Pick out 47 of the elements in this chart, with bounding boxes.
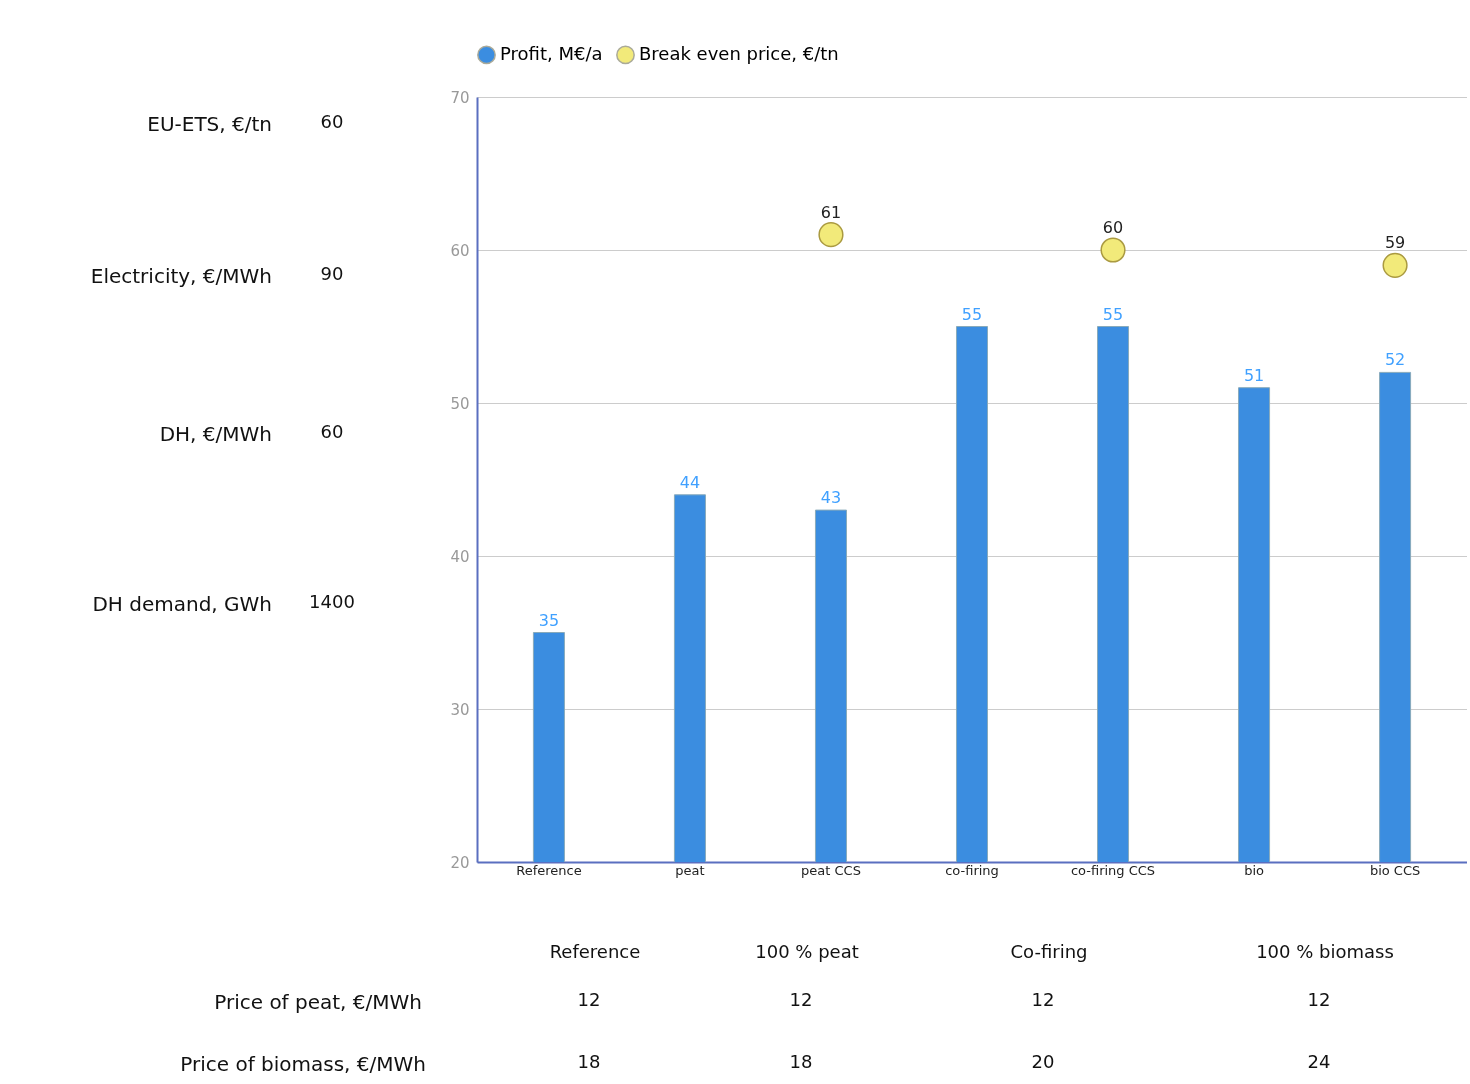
data-label: 59 xyxy=(1384,233,1406,253)
y-tick-label: 60 xyxy=(450,241,470,260)
data-label: 55 xyxy=(1102,304,1124,324)
data-label: 51 xyxy=(1243,365,1265,385)
x-tick-label: co-firing xyxy=(945,862,999,878)
text: 12 xyxy=(1307,989,1331,1010)
text: 12 xyxy=(577,989,601,1010)
y-tick-label: 50 xyxy=(450,394,470,413)
legend-label: Profit, M€/a xyxy=(500,42,603,64)
x-tick-label: peat CCS xyxy=(801,862,861,878)
text: 12 xyxy=(789,989,813,1010)
y-tick-label: 70 xyxy=(450,88,470,107)
text: 18 xyxy=(789,1051,813,1072)
text: 100 % biomass xyxy=(1256,941,1394,962)
text: Price of peat, €/MWh xyxy=(214,990,422,1014)
x-tick-label: co-firing CCS xyxy=(1070,862,1156,878)
y-tick-label: 40 xyxy=(450,547,470,566)
data-label: 61 xyxy=(820,202,842,222)
text: 1400 xyxy=(309,591,355,612)
text: EU-ETS, €/tn xyxy=(147,112,272,136)
x-tick-label: peat xyxy=(675,862,705,878)
text: DH, €/MWh xyxy=(159,422,272,446)
text: 90 xyxy=(320,263,344,284)
data-label: 55 xyxy=(961,304,983,324)
text: 20 xyxy=(1031,1051,1055,1072)
text: 12 xyxy=(1031,989,1055,1010)
data-label: 43 xyxy=(820,488,842,508)
data-label: 52 xyxy=(1384,350,1406,370)
y-tick-label: 30 xyxy=(450,700,470,719)
legend-label: Break even price, €/tn xyxy=(639,42,839,64)
text: Price of biomass, €/MWh xyxy=(180,1052,426,1076)
y-tick-label: 20 xyxy=(450,853,470,872)
text: Electricity, €/MWh xyxy=(90,264,272,288)
text: 18 xyxy=(577,1051,601,1072)
text: 60 xyxy=(320,111,344,132)
text: Co-firing xyxy=(1010,941,1088,962)
data-label: 35 xyxy=(538,610,560,630)
x-tick-label: bio CCS xyxy=(1369,862,1421,878)
x-tick-label: Reference xyxy=(516,862,582,878)
data-label: 60 xyxy=(1102,218,1124,237)
text: Reference xyxy=(549,941,641,962)
text: 100 % peat xyxy=(755,941,859,962)
text: 24 xyxy=(1307,1051,1331,1072)
data-label: 44 xyxy=(679,472,701,492)
x-tick-label: bio xyxy=(1244,862,1264,878)
text: DH demand, GWh xyxy=(92,592,272,616)
text: 60 xyxy=(320,421,344,442)
